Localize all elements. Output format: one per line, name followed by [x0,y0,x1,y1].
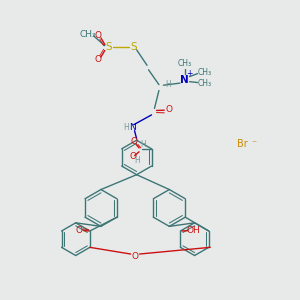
Text: CH₃: CH₃ [79,30,96,39]
Text: CH₃: CH₃ [198,68,212,77]
Text: CH₃: CH₃ [198,79,212,88]
Text: O: O [129,152,136,161]
Text: S: S [105,43,112,52]
Text: O: O [130,137,137,146]
Text: O: O [94,55,101,64]
Text: H: H [123,123,128,132]
Text: H: H [165,80,171,89]
Text: O: O [76,226,83,235]
Text: Br: Br [237,139,248,149]
Text: +: + [186,69,193,78]
Text: ⁻: ⁻ [251,139,256,149]
Text: N: N [180,75,189,85]
Text: O: O [166,105,173,114]
Text: N: N [129,123,136,132]
Text: O: O [132,252,139,261]
Text: CH₃: CH₃ [178,59,192,68]
Text: H: H [140,140,146,149]
Text: O: O [94,31,101,40]
Text: S: S [130,43,137,52]
Text: H: H [134,156,140,165]
Text: OH: OH [186,226,200,235]
